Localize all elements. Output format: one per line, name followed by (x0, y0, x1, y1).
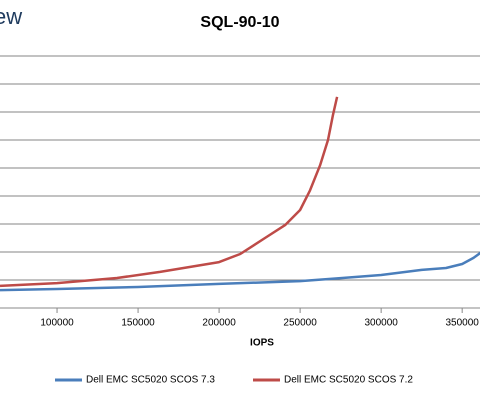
x-tick-label: 150000 (121, 318, 155, 329)
chart-title: SQL-90-10 (200, 14, 279, 31)
series-line (0, 251, 480, 292)
legend-label: Dell EMC SC5020 SCOS 7.2 (284, 375, 413, 386)
x-tick-label: 250000 (283, 318, 317, 329)
series-line (0, 96, 339, 288)
x-tick-label: 300000 (364, 318, 398, 329)
x-tick-label: 100000 (40, 318, 74, 329)
legend-label: Dell EMC SC5020 SCOS 7.3 (86, 375, 215, 386)
brand-text: ew (0, 4, 22, 29)
x-tick-label: 200000 (202, 318, 236, 329)
x-tick-label: 350000 (445, 318, 479, 329)
x-axis-label: IOPS (250, 338, 274, 349)
